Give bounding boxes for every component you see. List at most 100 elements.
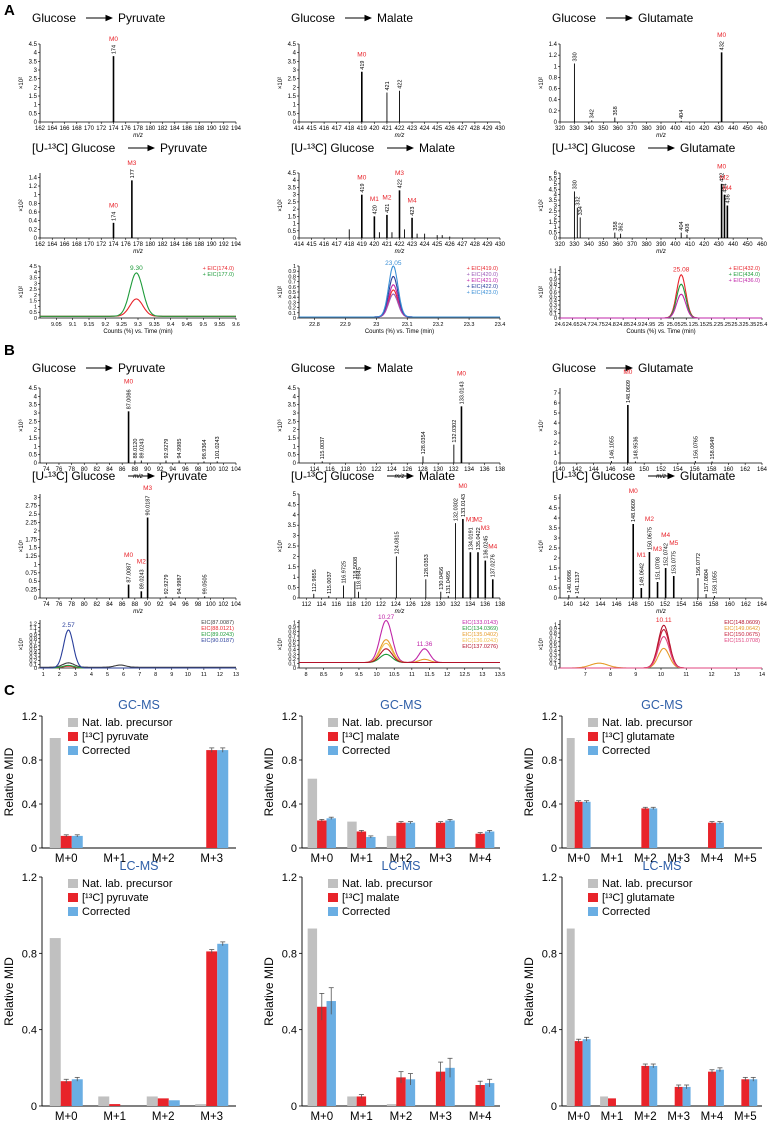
bar [715, 822, 724, 848]
bar [206, 750, 218, 848]
y-tick-label: 0.4 [542, 1025, 557, 1037]
x-tick-label: 12 [708, 672, 714, 678]
y-scale-label: ×10² [539, 77, 545, 89]
y-scale-label: ×10² [278, 286, 284, 298]
y-tick-label: 0 [293, 461, 297, 467]
legend-label: Corrected [82, 745, 130, 757]
x-tick-label: 9.15 [84, 322, 95, 328]
mid-chart-C-gc-pyr: 0 0.4 0.8 1.2 Relative MID GC-MS M+0 M+1 M+2 M+3 N… [2, 698, 236, 865]
category-label: M+1 [601, 853, 624, 865]
isotopologue-tag: M0 [629, 488, 638, 495]
eic-legend-entry: + EIC(419.0) [467, 266, 499, 272]
x-tick-label: 428 [470, 242, 481, 248]
legend-label: Corrected [342, 906, 390, 918]
isotopologue-tag: M1 [370, 196, 379, 203]
spectrum-B-mal-nat: 114 116 118 120 122 124 126 128 130 132 134 136 1380… [277, 371, 506, 480]
reaction-product: Malate [377, 11, 413, 25]
eic-legend-entry: + EIC(177.0) [203, 272, 235, 278]
eic-legend-entry: + EIC(174.0) [203, 266, 235, 272]
x-tick-label: 148 [622, 467, 633, 473]
eic-trace [40, 298, 236, 317]
x-tick-label: 192 [219, 126, 230, 132]
x-tick-label: 23.1 [402, 322, 413, 328]
category-label: M+2 [634, 853, 657, 865]
bar [60, 1081, 72, 1106]
y-tick-label: 2 [293, 207, 297, 213]
peak-label: 132.0302 [452, 420, 458, 443]
x-tick-label: 116 [331, 602, 341, 608]
x-tick-label: 418 [344, 242, 355, 248]
x-tick-label: 8 [609, 672, 612, 678]
y-scale-label: ×10² [539, 286, 545, 298]
x-tick-label: 76 [56, 467, 63, 473]
legend-label: Nat. lab. precursor [342, 717, 433, 729]
isotopologue-tag: M4 [408, 197, 417, 204]
y-axis-title: Relative MID [522, 747, 536, 816]
x-axis-title: m/z [395, 133, 405, 139]
y-tick-label: 1.2 [549, 53, 558, 59]
bar [475, 1085, 485, 1106]
peak-label: 118.9845 [356, 567, 362, 590]
bar [206, 951, 218, 1106]
y-tick-label: 0.4 [542, 799, 557, 811]
x-tick-label: 128 [418, 467, 429, 473]
x-tick-label: 320 [555, 242, 566, 248]
category-label: M+3 [667, 1111, 690, 1123]
x-tick-label: 22.9 [340, 322, 351, 328]
bar [307, 778, 318, 848]
bar [649, 1065, 658, 1106]
reaction-substrate: Glucose [291, 361, 335, 375]
y-tick-label: 0.4 [282, 799, 297, 811]
legend-swatch [588, 732, 598, 741]
eic-trace [560, 636, 762, 669]
y-tick-label: 2 [34, 428, 38, 434]
x-tick-label: 126 [402, 467, 413, 473]
bar [600, 1096, 609, 1106]
category-label: M+3 [429, 1111, 452, 1123]
x-tick-label: 164 [47, 126, 58, 132]
x-tick-label: 9.1 [69, 322, 77, 328]
y-tick-label: 0.5 [288, 453, 297, 459]
x-tick-label: 450 [743, 126, 754, 132]
bar [641, 1065, 650, 1106]
peak-label: 419 [360, 183, 366, 192]
y-tick-label: 2.5 [29, 77, 38, 83]
y-tick-label: 0 [554, 596, 558, 602]
x-tick-label: 418 [344, 126, 355, 132]
y-scale-label: ×10⁵ [277, 637, 284, 650]
y-tick-label: 6 [554, 171, 558, 177]
y-tick-label: 0.2 [288, 657, 296, 663]
x-tick-label: 400 [670, 242, 681, 248]
x-axis-title: Counts (%) vs. Time (min) [365, 329, 434, 335]
x-tick-label: 22.8 [309, 322, 320, 328]
category-label: M+2 [152, 1111, 175, 1123]
x-tick-label: 88 [131, 467, 138, 473]
spectrum-A-pyr-nat: 162 164 166 168 170 172 174 176 178 180 182 184 186 1… [19, 36, 242, 139]
y-tick-label: 1.5 [549, 220, 558, 226]
mid-chart-C-lc-glu: 0 0.4 0.8 1.2 Relative MID LC-MS M+0 M+1 M+2 M+3 M… [522, 859, 762, 1123]
peak-label: 156.0765 [693, 436, 699, 459]
eic-B-glu-eic: 7 8 9 10 11 12 13 14 00.10.20.30.40.50.60.70.80.… [538, 617, 765, 678]
y-tick-label: 0.5 [549, 644, 557, 650]
y-tick-label: 2 [34, 85, 38, 91]
category-label: M+0 [310, 853, 333, 865]
y-tick-label: 3 [554, 536, 558, 542]
y-tick-label: 1.25 [25, 554, 37, 560]
mid-chart-title: GC-MS [118, 698, 160, 712]
bar [405, 822, 416, 848]
x-tick-label: 150 [644, 602, 655, 608]
category-label: M+0 [310, 1111, 333, 1123]
x-tick-label: 126 [406, 602, 417, 608]
x-tick-label: 9 [340, 672, 343, 678]
y-tick-label: 1 [34, 304, 37, 310]
y-tick-label: 0.8 [542, 948, 557, 960]
x-tick-label: 9.35 [149, 322, 160, 328]
y-tick-label: 0 [551, 1101, 557, 1113]
y-tick-label: 0.25 [25, 588, 37, 594]
eic-A-pyr-eic: 9.05 9.1 9.15 9.2 9.25 9.3 9.35 9.4 9.45 9.5 9.55 9… [19, 264, 240, 335]
x-tick-label: 24.7 [580, 322, 591, 328]
mid-chart-C-gc-mal: 0 0.4 0.8 1.2 Relative MID GC-MS M+0 M+1 M+2 M+3 M… [262, 698, 500, 865]
legend-label: Nat. lab. precursor [602, 717, 693, 729]
peak-label: 436 [725, 194, 731, 203]
category-label: M+1 [601, 1111, 624, 1123]
